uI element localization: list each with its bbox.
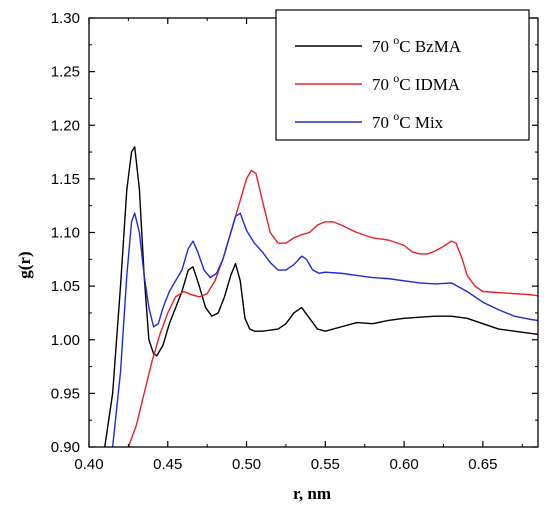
legend-label-suffix: C IDMA bbox=[399, 75, 461, 94]
x-tick-label: 0.40 bbox=[74, 456, 103, 473]
y-tick-label: 1.20 bbox=[51, 117, 80, 134]
y-axis-title: g(r) bbox=[15, 251, 34, 278]
y-tick-label: 1.15 bbox=[51, 171, 80, 188]
legend-label-degree: o bbox=[393, 71, 399, 85]
x-tick-label: 0.50 bbox=[232, 456, 261, 473]
y-tick-label: 1.10 bbox=[51, 225, 80, 242]
legend-box bbox=[275, 9, 530, 141]
legend-label-0: 70 oC BzMA bbox=[372, 33, 462, 56]
y-tick-label: 1.05 bbox=[51, 278, 80, 295]
legend-label-degree: o bbox=[393, 33, 399, 47]
legend-label-suffix: C BzMA bbox=[399, 37, 462, 56]
x-tick-label: 0.60 bbox=[389, 456, 418, 473]
x-axis-title: r, nm bbox=[293, 484, 331, 503]
y-tick-label: 1.00 bbox=[51, 332, 80, 349]
series-line-2 bbox=[111, 212, 538, 447]
legend-label-prefix: 70 bbox=[372, 75, 393, 94]
legend-label-1: 70 oC IDMA bbox=[372, 71, 461, 94]
legend-label-prefix: 70 bbox=[372, 37, 393, 56]
legend-label-2: 70 oC Mix bbox=[372, 109, 444, 132]
y-tick-label: 1.30 bbox=[51, 10, 80, 27]
x-tick-label: 0.45 bbox=[153, 456, 182, 473]
legend-label-suffix: C Mix bbox=[399, 113, 443, 132]
x-tick-label: 0.55 bbox=[311, 456, 340, 473]
y-tick-label: 0.90 bbox=[51, 439, 80, 456]
y-tick-label: 1.25 bbox=[51, 64, 80, 81]
series-line-0 bbox=[104, 145, 538, 447]
legend-label-prefix: 70 bbox=[372, 113, 393, 132]
axes-layer: 0.40 0.45 0.50 0.55 0.60 0.65 0.90 0.95 1.00 1.05… bbox=[51, 10, 539, 473]
legend-label-degree: o bbox=[393, 109, 399, 123]
series-line-1 bbox=[127, 169, 538, 447]
series-layer bbox=[104, 145, 538, 447]
y-tick-label: 0.95 bbox=[51, 385, 80, 402]
x-tick-label: 0.65 bbox=[468, 456, 497, 473]
